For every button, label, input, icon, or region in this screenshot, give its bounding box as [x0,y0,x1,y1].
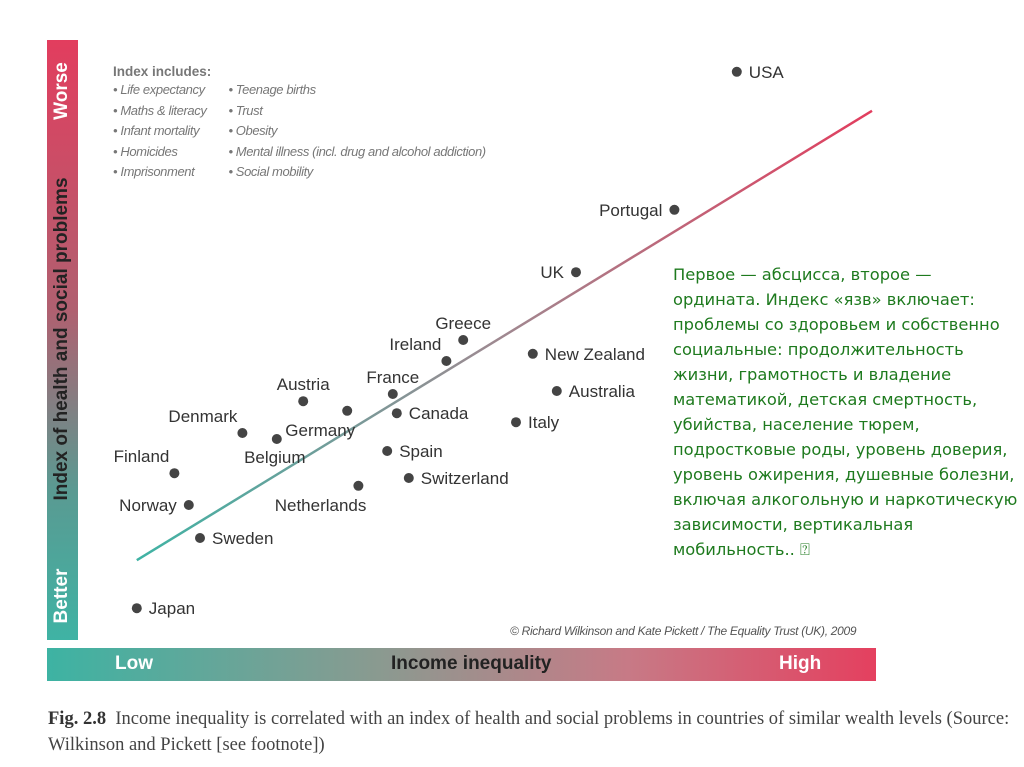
index-item: • Maths & literacy [113,102,207,118]
point-label: France [366,368,419,387]
point-sweden [195,533,205,543]
point-label: Greece [435,314,491,333]
point-belgium [271,434,282,444]
point-australia [551,386,562,396]
point-label: Switzerland [421,469,509,488]
point-italy [511,417,521,428]
point-greece [458,335,469,345]
point-label: Japan [149,599,195,618]
index-column-2: • Teenage births • Trust • Obesity • Mental… [228,80,486,183]
point-label: Australia [569,382,636,401]
point-label: Norway [119,496,177,515]
point-france [387,389,398,399]
point-label: Portugal [599,201,662,220]
x-axis-title: Income inequality [391,653,552,674]
point-norway [183,500,194,510]
index-item: • Teenage births [228,82,316,97]
x-axis-bar: Low Income inequality High [47,648,876,681]
index-item: • Homicides [113,143,178,159]
figure-number: Fig. 2.8 [48,709,107,729]
index-item: • Mental illness (incl. drug and alcohol… [228,143,486,159]
point-label: New Zealand [545,345,645,364]
index-item: • Trust [228,102,263,118]
point-label: Italy [528,413,560,432]
index-column-1: • Life expectancy • Maths & literacy • Inf… [113,80,207,183]
point-label: Germany [285,421,355,440]
point-label: Austria [277,375,330,394]
point-canada [391,408,402,419]
point-japan [131,603,142,614]
x-high-label: High [779,653,822,674]
point-denmark [237,428,248,438]
y-axis-bar: Worse Index of health and social problem… [47,40,78,640]
point-portugal [669,204,680,215]
credit-text: © Richard Wilkinson and Kate Pickett / T… [510,624,857,638]
index-item: • Life expectancy [113,82,205,97]
point-uk [571,267,581,278]
index-item: • Infant mortality [113,123,200,138]
index-item: • Obesity [228,123,278,138]
index-legend: Index includes: • Life expectancy • Maths… [113,64,486,183]
point-netherlands [353,480,364,491]
index-item: • Social mobility [228,164,313,179]
point-germany [342,405,353,416]
point-ireland [441,356,452,366]
point-label: Belgium [244,448,305,467]
point-austria [298,396,309,407]
point-switzerland [403,473,414,483]
point-label: Finland [114,447,170,466]
point-usa [731,66,742,77]
point-label: Canada [409,404,469,423]
caption-text: Income inequality is correlated with an … [48,709,1010,755]
point-label: Denmark [168,407,237,426]
index-title: Index includes: [113,64,212,79]
point-finland [169,468,180,479]
point-label: USA [749,63,785,82]
trend-line [136,109,873,562]
annotation-note: Первое — абсцисса, второе — ордината. Ин… [673,265,1018,559]
point-label: Netherlands [275,496,367,515]
figure-caption: Fig. 2.8 Income inequality is correlated… [48,706,1024,758]
point-spain [382,446,393,456]
point-label: Spain [399,442,442,461]
point-label: Ireland [389,335,441,354]
x-low-label: Low [115,653,153,674]
index-item: • Imprisonment [113,164,195,179]
point-new-zealand [527,348,538,359]
point-label: Sweden [212,529,273,548]
point-label: UK [540,263,564,282]
